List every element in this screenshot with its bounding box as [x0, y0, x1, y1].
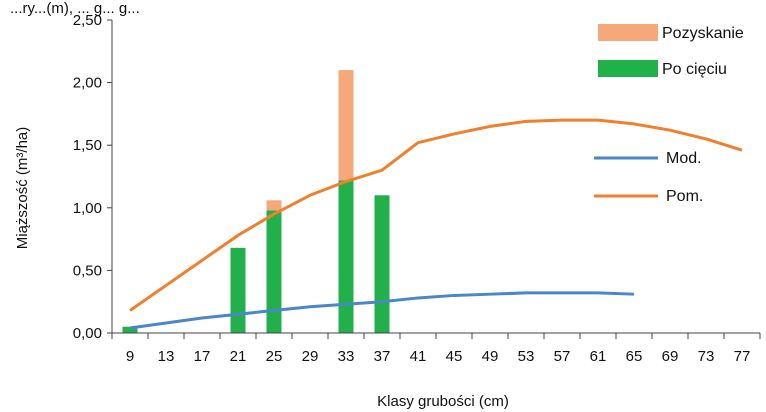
- x-tick-label: 37: [374, 348, 391, 365]
- x-tick-label: 41: [410, 348, 427, 365]
- line-mod: [129, 291, 635, 330]
- x-tick-label: 33: [338, 348, 355, 365]
- legend-label: Pozyskanie: [662, 25, 744, 42]
- x-tick-label: 53: [518, 348, 535, 365]
- legend-swatch: [598, 60, 658, 77]
- bar-po-cieciu: [230, 247, 246, 333]
- legend-label: Pom.: [666, 188, 703, 205]
- bar-po-cieciu: [374, 195, 390, 333]
- x-tick-labels: 9 13 17 21 25 29 33 37 41 45 49 53 57 61 65 69 73 77: [126, 348, 751, 365]
- x-tick-marks: [111, 333, 761, 339]
- y-tick-label: 1,00: [73, 200, 102, 217]
- bar-pozyskanie: [338, 70, 354, 181]
- y-tick-label: 2,00: [73, 75, 102, 92]
- y-tick-marks: [107, 19, 112, 334]
- legend-label: Po cięciu: [662, 61, 727, 78]
- legend-swatch: [598, 24, 658, 41]
- line-pom: [129, 118, 743, 312]
- x-tick-label: 45: [446, 348, 463, 365]
- bars: [122, 70, 390, 333]
- y-tick-labels: 0,00 0,50 1,00 1,50 2,00 2,50: [73, 12, 102, 342]
- bar-po-cieciu: [338, 180, 354, 333]
- y-tick-label: 1,50: [73, 137, 102, 154]
- y-tick-label: 0,50: [73, 262, 102, 279]
- x-tick-label: 69: [662, 348, 679, 365]
- bar-po-cieciu: [122, 326, 138, 333]
- y-tick-label: 0,00: [73, 325, 102, 342]
- legend: Pozyskanie Po cięciu Mod. Pom.: [594, 24, 744, 205]
- x-tick-label: 57: [554, 348, 571, 365]
- bar-po-cieciu: [266, 210, 282, 333]
- x-axis-label: Klasy grubości (cm): [377, 393, 509, 410]
- y-tick-label: 2,50: [73, 12, 102, 29]
- x-tick-label: 13: [158, 348, 175, 365]
- chart-title-fragment: ...ry...(m), ... g... g...: [10, 0, 140, 17]
- x-tick-label: 25: [266, 348, 283, 365]
- x-tick-label: 65: [626, 348, 643, 365]
- bar-pozyskanie: [266, 200, 282, 211]
- x-tick-label: 17: [194, 348, 211, 365]
- lines: [129, 118, 743, 330]
- x-tick-label: 77: [734, 348, 751, 365]
- x-tick-label: 21: [230, 348, 247, 365]
- x-tick-label: 61: [590, 348, 607, 365]
- x-tick-label: 29: [302, 348, 319, 365]
- x-tick-label: 49: [482, 348, 499, 365]
- y-axis-label: Miąższość (m³/ha): [14, 127, 31, 250]
- x-tick-label: 9: [126, 348, 134, 365]
- legend-label: Mod.: [666, 150, 702, 167]
- x-tick-label: 73: [698, 348, 715, 365]
